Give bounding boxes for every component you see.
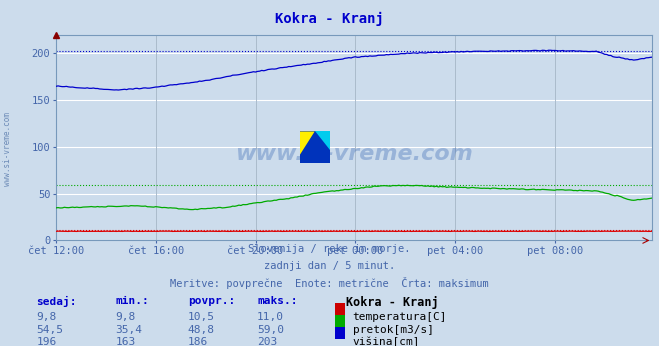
Text: min.:: min.: [115,296,149,306]
Text: maks.:: maks.: [257,296,297,306]
Text: 11,0: 11,0 [257,312,284,322]
Text: sedaj:: sedaj: [36,296,76,307]
Text: www.si-vreme.com: www.si-vreme.com [3,112,13,186]
Text: 163: 163 [115,337,136,346]
Text: 35,4: 35,4 [115,325,142,335]
Text: www.si-vreme.com: www.si-vreme.com [235,144,473,164]
Text: 10,5: 10,5 [188,312,215,322]
Text: 48,8: 48,8 [188,325,215,335]
Text: Meritve: povprečne  Enote: metrične  Črta: maksimum: Meritve: povprečne Enote: metrične Črta:… [170,277,489,289]
Text: 196: 196 [36,337,57,346]
Text: 9,8: 9,8 [115,312,136,322]
Text: 203: 203 [257,337,277,346]
Text: 9,8: 9,8 [36,312,57,322]
Text: 186: 186 [188,337,208,346]
Text: 54,5: 54,5 [36,325,63,335]
Text: temperatura[C]: temperatura[C] [353,312,447,322]
Polygon shape [300,131,330,163]
Text: 59,0: 59,0 [257,325,284,335]
Text: Slovenija / reke in morje.: Slovenija / reke in morje. [248,244,411,254]
Text: Kokra - Kranj: Kokra - Kranj [275,12,384,26]
Text: pretok[m3/s]: pretok[m3/s] [353,325,434,335]
Polygon shape [300,131,315,155]
Text: povpr.:: povpr.: [188,296,235,306]
Text: zadnji dan / 5 minut.: zadnji dan / 5 minut. [264,261,395,271]
Polygon shape [315,131,330,150]
Text: Kokra - Kranj: Kokra - Kranj [346,296,439,309]
Text: višina[cm]: višina[cm] [353,337,420,346]
